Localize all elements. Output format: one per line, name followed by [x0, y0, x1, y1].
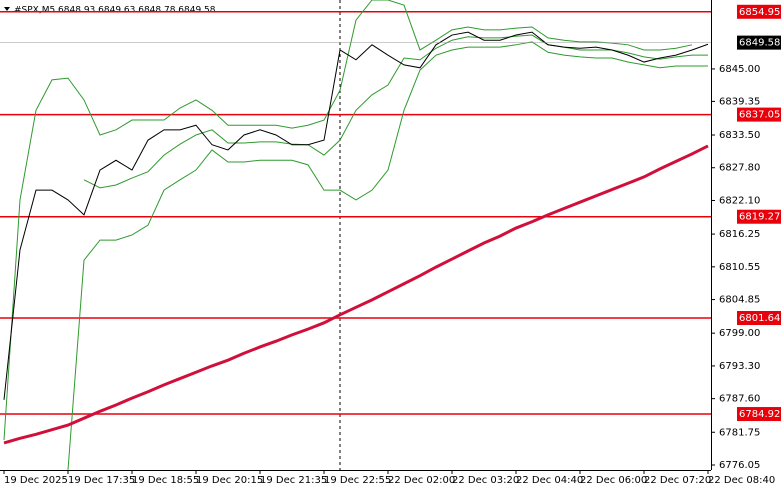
level-label-box: [737, 311, 781, 326]
last-price-box: [737, 35, 781, 50]
series-line: [3, 144, 709, 445]
x-tick-label: 22 Dec 03:20: [452, 475, 519, 486]
symbol-marker: [4, 7, 10, 11]
series-line: [83, 34, 708, 189]
y-tick-label: 6839.35: [719, 96, 760, 107]
x-tick-label: 22 Dec 04:40: [516, 475, 583, 486]
y-tick-label: 6845.00: [719, 64, 760, 75]
y-tick-label: 6822.10: [719, 195, 760, 206]
level-label: 6837.05: [739, 110, 780, 121]
last-price-label: 6849.58: [739, 38, 780, 49]
y-tick-label: 6816.25: [719, 229, 760, 240]
x-tick-label: 22 Dec 06:00: [580, 475, 647, 486]
series-line: [3, 31, 709, 400]
y-tick-label: 6793.30: [719, 361, 760, 372]
x-tick-label: 19 Dec 2025: [4, 475, 68, 486]
level-label: 6819.27: [739, 212, 780, 223]
y-tick-label: 6804.85: [719, 295, 760, 306]
level-label-box: [737, 107, 781, 122]
x-tick-label: 22 Dec 02:00: [388, 475, 455, 486]
y-tick-label: 6787.60: [719, 394, 760, 405]
level-label: 6801.64: [739, 313, 780, 324]
y-tick-label: 6810.55: [719, 262, 760, 273]
x-tick-label: 19 Dec 18:55: [132, 475, 199, 486]
x-tick-label: 19 Dec 21:35: [260, 475, 327, 486]
level-label-box: [737, 407, 781, 422]
y-tick-label: 6833.50: [719, 130, 760, 141]
y-tick-label: 6799.00: [719, 328, 760, 339]
level-label: 6784.92: [739, 409, 780, 420]
x-tick-label: 22 Dec 07:20: [644, 475, 711, 486]
x-tick-label: 22 Dec 08:40: [708, 475, 775, 486]
y-tick-label: 6776.05: [719, 460, 760, 471]
level-label-box: [737, 209, 781, 224]
y-tick-label: 6781.75: [719, 427, 760, 438]
chart-title: #SPX,M5 6848.93 6849.63 6848.78 6849.58: [14, 6, 216, 16]
level-label-box: [737, 4, 781, 19]
y-tick-label: 6827.80: [719, 163, 760, 174]
x-tick-label: 19 Dec 20:15: [196, 475, 263, 486]
level-label: 6854.95: [739, 7, 780, 18]
series-line: [67, 41, 708, 470]
x-tick-label: 19 Dec 17:35: [68, 475, 135, 486]
x-tick-label: 19 Dec 22:55: [324, 475, 391, 486]
